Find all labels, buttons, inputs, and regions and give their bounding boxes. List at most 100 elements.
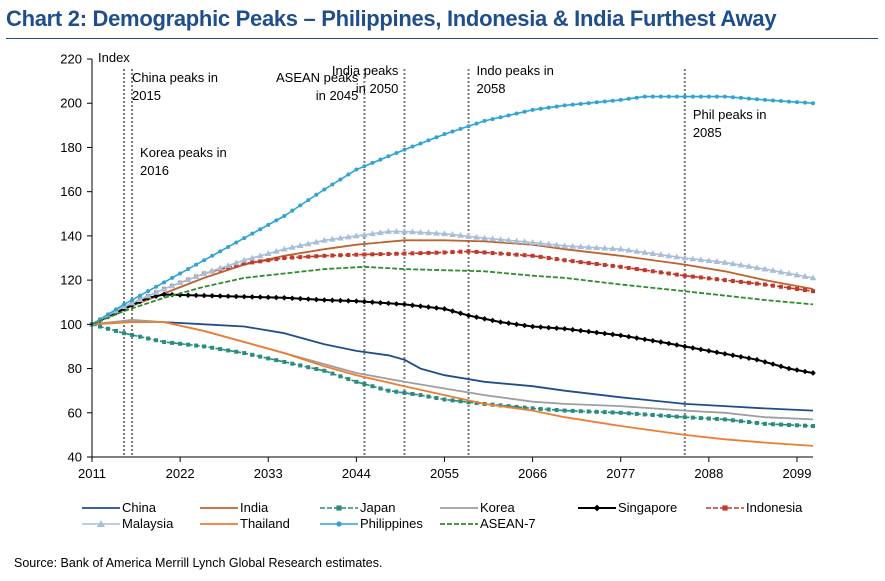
point-malaysia bbox=[248, 254, 256, 261]
legend-item-korea: Korea bbox=[440, 500, 515, 515]
point-philippines bbox=[770, 98, 775, 103]
point-malaysia bbox=[425, 229, 432, 236]
point-japan bbox=[186, 342, 191, 347]
point-indonesia bbox=[762, 282, 767, 287]
series-line-india bbox=[91, 239, 814, 326]
y-tick-label: 80 bbox=[68, 361, 82, 376]
point-japan bbox=[570, 408, 575, 413]
annotation-2015: 2015 bbox=[132, 88, 161, 103]
x-tick-label: 2022 bbox=[166, 466, 195, 481]
point-malaysia bbox=[256, 252, 264, 259]
point-malaysia bbox=[625, 246, 633, 253]
point-malaysia bbox=[713, 258, 721, 264]
point-malaysia bbox=[553, 241, 561, 248]
point-japan bbox=[258, 354, 263, 359]
point-japan bbox=[266, 356, 271, 361]
series-line-singapore bbox=[91, 293, 814, 374]
point-malaysia bbox=[393, 228, 400, 234]
point-japan bbox=[746, 420, 751, 425]
point-singapore bbox=[641, 336, 648, 343]
point-japan bbox=[378, 386, 383, 391]
point-philippines bbox=[106, 312, 111, 317]
point-philippines bbox=[730, 95, 735, 100]
point-japan bbox=[778, 422, 783, 427]
point-philippines bbox=[498, 115, 503, 120]
point-singapore bbox=[521, 322, 528, 329]
annotation-2016: Korea peaks in bbox=[140, 145, 227, 160]
point-singapore bbox=[649, 337, 656, 344]
y-tick-label: 140 bbox=[60, 228, 82, 243]
point-philippines bbox=[762, 97, 767, 102]
point-malaysia bbox=[473, 233, 480, 240]
point-philippines bbox=[394, 150, 399, 155]
point-malaysia bbox=[441, 230, 448, 237]
point-singapore bbox=[265, 294, 272, 301]
point-singapore bbox=[321, 297, 328, 303]
point-indonesia bbox=[514, 252, 519, 257]
point-malaysia bbox=[545, 240, 553, 247]
legend-label: Singapore bbox=[618, 500, 677, 515]
point-japan bbox=[754, 420, 759, 425]
point-indonesia bbox=[730, 278, 735, 283]
point-malaysia bbox=[192, 273, 200, 279]
annotation-2015: China peaks in bbox=[132, 70, 218, 85]
x-tick-label: 2099 bbox=[783, 466, 812, 481]
point-singapore bbox=[617, 332, 624, 339]
x-tick-label: 2044 bbox=[342, 466, 371, 481]
point-indonesia bbox=[250, 260, 255, 265]
point-philippines bbox=[130, 298, 135, 303]
point-japan bbox=[138, 334, 143, 339]
point-japan bbox=[242, 351, 247, 356]
legend-marker bbox=[593, 504, 601, 512]
y-tick-label: 200 bbox=[60, 96, 82, 111]
point-philippines bbox=[250, 231, 255, 236]
point-japan bbox=[370, 384, 375, 389]
point-singapore bbox=[249, 294, 256, 300]
point-singapore bbox=[209, 293, 215, 299]
point-indonesia bbox=[802, 288, 807, 293]
series-philippines bbox=[90, 94, 815, 327]
point-singapore bbox=[465, 312, 472, 319]
point-malaysia bbox=[152, 289, 160, 295]
point-singapore bbox=[553, 325, 560, 332]
point-japan bbox=[626, 411, 631, 416]
point-malaysia bbox=[609, 245, 617, 252]
point-indonesia bbox=[746, 280, 751, 285]
point-malaysia bbox=[184, 276, 192, 283]
point-malaysia bbox=[449, 231, 456, 237]
point-malaysia bbox=[385, 228, 392, 234]
series-india bbox=[91, 239, 814, 326]
series-china bbox=[91, 321, 814, 412]
point-indonesia bbox=[234, 263, 239, 268]
point-philippines bbox=[226, 244, 231, 249]
point-philippines bbox=[562, 103, 567, 108]
point-japan bbox=[578, 409, 583, 414]
point-indonesia bbox=[522, 253, 527, 258]
point-singapore bbox=[762, 359, 768, 365]
point-philippines bbox=[746, 96, 751, 101]
point-philippines bbox=[258, 227, 263, 232]
point-singapore bbox=[377, 299, 384, 306]
point-philippines bbox=[514, 111, 519, 116]
point-malaysia bbox=[649, 250, 657, 256]
point-philippines bbox=[338, 177, 343, 182]
point-singapore bbox=[361, 298, 368, 305]
point-indonesia bbox=[490, 251, 495, 256]
point-japan bbox=[450, 398, 455, 403]
legend-label: India bbox=[240, 500, 269, 515]
series-japan bbox=[90, 322, 815, 429]
point-japan bbox=[122, 331, 127, 336]
series-line-thailand bbox=[91, 321, 814, 447]
point-philippines bbox=[354, 167, 359, 172]
point-japan bbox=[330, 371, 335, 376]
point-singapore bbox=[577, 327, 584, 334]
point-philippines bbox=[218, 249, 223, 254]
point-japan bbox=[722, 417, 727, 422]
series-line-japan bbox=[91, 323, 814, 427]
point-philippines bbox=[738, 95, 743, 100]
point-singapore bbox=[633, 335, 640, 341]
point-indonesia bbox=[706, 276, 711, 281]
point-philippines bbox=[530, 107, 535, 112]
legend-label: Malaysia bbox=[122, 516, 174, 531]
point-philippines bbox=[506, 113, 511, 118]
